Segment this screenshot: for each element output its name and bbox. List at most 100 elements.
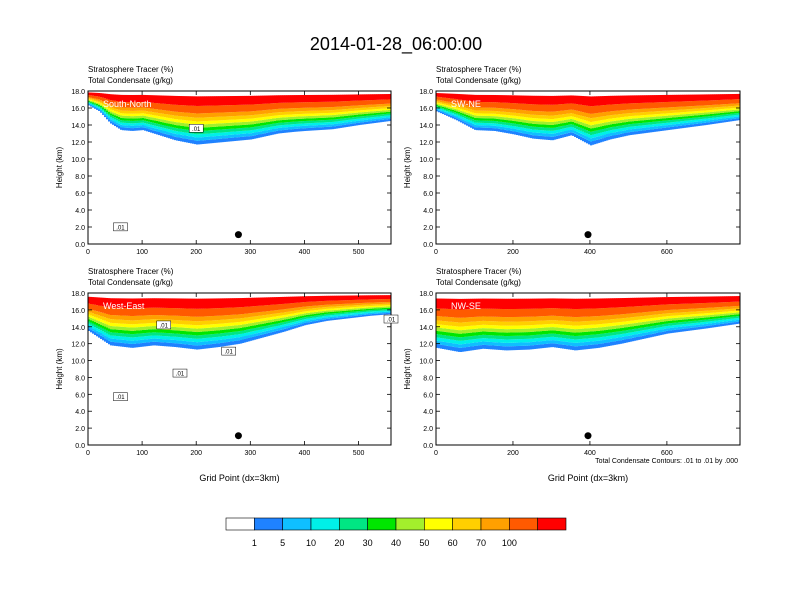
tracer-cell bbox=[594, 127, 597, 131]
tracer-cell bbox=[188, 298, 191, 309]
tracer-cell bbox=[384, 115, 387, 118]
tracer-cell bbox=[168, 333, 171, 337]
tracer-cell bbox=[358, 122, 361, 126]
tracer-cell bbox=[218, 339, 221, 344]
tracer-cell bbox=[314, 107, 317, 111]
tracer-cell bbox=[142, 115, 145, 118]
tracer-cell bbox=[148, 339, 151, 343]
tracer-cell bbox=[718, 117, 721, 119]
tracer-cell bbox=[294, 126, 297, 129]
tracer-cell bbox=[102, 306, 105, 313]
tracer-cell bbox=[206, 324, 209, 328]
tracer-cell bbox=[130, 308, 133, 316]
tracer-cell bbox=[224, 319, 227, 324]
tracer-cell bbox=[306, 113, 309, 117]
tracer-cell bbox=[106, 98, 109, 103]
tracer-cell bbox=[566, 130, 569, 134]
tracer-cell bbox=[116, 118, 119, 121]
tracer-cell bbox=[184, 96, 187, 106]
tracer-cell bbox=[240, 115, 243, 120]
tracer-cell bbox=[98, 334, 101, 338]
tracer-cell bbox=[306, 110, 309, 114]
tracer-cell bbox=[558, 104, 561, 111]
tracer-cell bbox=[224, 132, 227, 136]
tracer-cell bbox=[246, 332, 249, 336]
tracer-cell bbox=[504, 108, 507, 112]
tracer-cell bbox=[212, 320, 215, 325]
tracer-cell bbox=[290, 116, 293, 120]
tracer-cell bbox=[518, 127, 521, 130]
tracer-cell bbox=[194, 338, 197, 342]
tracer-cell bbox=[96, 311, 99, 315]
tracer-cell bbox=[138, 298, 141, 309]
tracer-cell bbox=[118, 342, 121, 347]
tracer-cell bbox=[140, 110, 143, 114]
tracer-cell bbox=[292, 319, 295, 323]
tracer-cell bbox=[228, 319, 231, 323]
tracer-cell bbox=[476, 127, 479, 131]
tracer-cell bbox=[698, 100, 701, 106]
tracer-cell bbox=[276, 125, 279, 129]
tracer-cell bbox=[328, 318, 331, 321]
tracer-cell bbox=[604, 112, 607, 117]
tracer-cell bbox=[204, 133, 207, 137]
tracer-cell bbox=[566, 122, 569, 126]
tracer-cell bbox=[344, 116, 347, 119]
tracer-cell bbox=[474, 107, 477, 111]
tracer-cell bbox=[92, 310, 95, 314]
tracer-cell bbox=[488, 120, 491, 124]
tracer-cell bbox=[314, 125, 317, 128]
tracer-cell bbox=[372, 115, 375, 118]
tracer-cell bbox=[98, 96, 101, 100]
tracer-cell bbox=[258, 110, 261, 115]
tracer-cell bbox=[156, 341, 159, 346]
tracer-cell bbox=[592, 128, 595, 132]
tracer-cell bbox=[150, 332, 153, 336]
tracer-cell bbox=[510, 95, 513, 103]
tracer-cell bbox=[246, 104, 249, 112]
tracer-cell bbox=[290, 126, 293, 130]
tracer-cell bbox=[90, 95, 93, 98]
tracer-cell bbox=[290, 95, 293, 103]
tracer-cell bbox=[370, 107, 373, 110]
tracer-cell bbox=[166, 123, 169, 126]
tracer-cell bbox=[330, 94, 333, 102]
tracer-cell bbox=[468, 105, 471, 109]
tracer-cell bbox=[106, 336, 109, 340]
tracer-cell bbox=[216, 336, 219, 341]
tracer-cell bbox=[328, 124, 331, 127]
tracer-cell bbox=[380, 108, 383, 111]
tracer-cell bbox=[458, 115, 461, 118]
tracer-cell bbox=[324, 312, 327, 315]
tracer-cell bbox=[636, 128, 639, 132]
tracer-cell bbox=[210, 340, 213, 345]
tracer-cell bbox=[210, 117, 213, 121]
tracer-cell bbox=[596, 120, 599, 125]
tracer-cell bbox=[700, 100, 703, 106]
tracer-cell bbox=[696, 105, 699, 109]
tracer-cell bbox=[452, 98, 455, 103]
tracer-cell bbox=[272, 321, 275, 325]
tracer-cell bbox=[350, 314, 353, 317]
tracer-cell bbox=[592, 131, 595, 135]
tracer-cell bbox=[118, 319, 121, 324]
tracer-cell bbox=[242, 115, 245, 120]
tracer-cell bbox=[244, 111, 247, 116]
tracer-cell bbox=[702, 94, 705, 101]
tracer-cell bbox=[354, 305, 357, 308]
tracer-cell bbox=[340, 314, 343, 316]
tracer-cell bbox=[560, 123, 563, 127]
tracer-cell bbox=[348, 94, 351, 101]
tracer-cell bbox=[304, 94, 307, 103]
tracer-cell bbox=[144, 326, 147, 330]
tracer-cell bbox=[176, 333, 179, 337]
tracer-cell bbox=[632, 118, 635, 122]
tracer-cell bbox=[100, 321, 103, 325]
tracer-cell bbox=[676, 101, 679, 107]
tracer-cell bbox=[636, 118, 639, 121]
tracer-cell bbox=[532, 135, 535, 139]
tracer-cell bbox=[102, 110, 105, 112]
tracer-cell bbox=[360, 299, 363, 304]
tracer-cell bbox=[172, 130, 175, 134]
tracer-cell bbox=[238, 322, 241, 326]
